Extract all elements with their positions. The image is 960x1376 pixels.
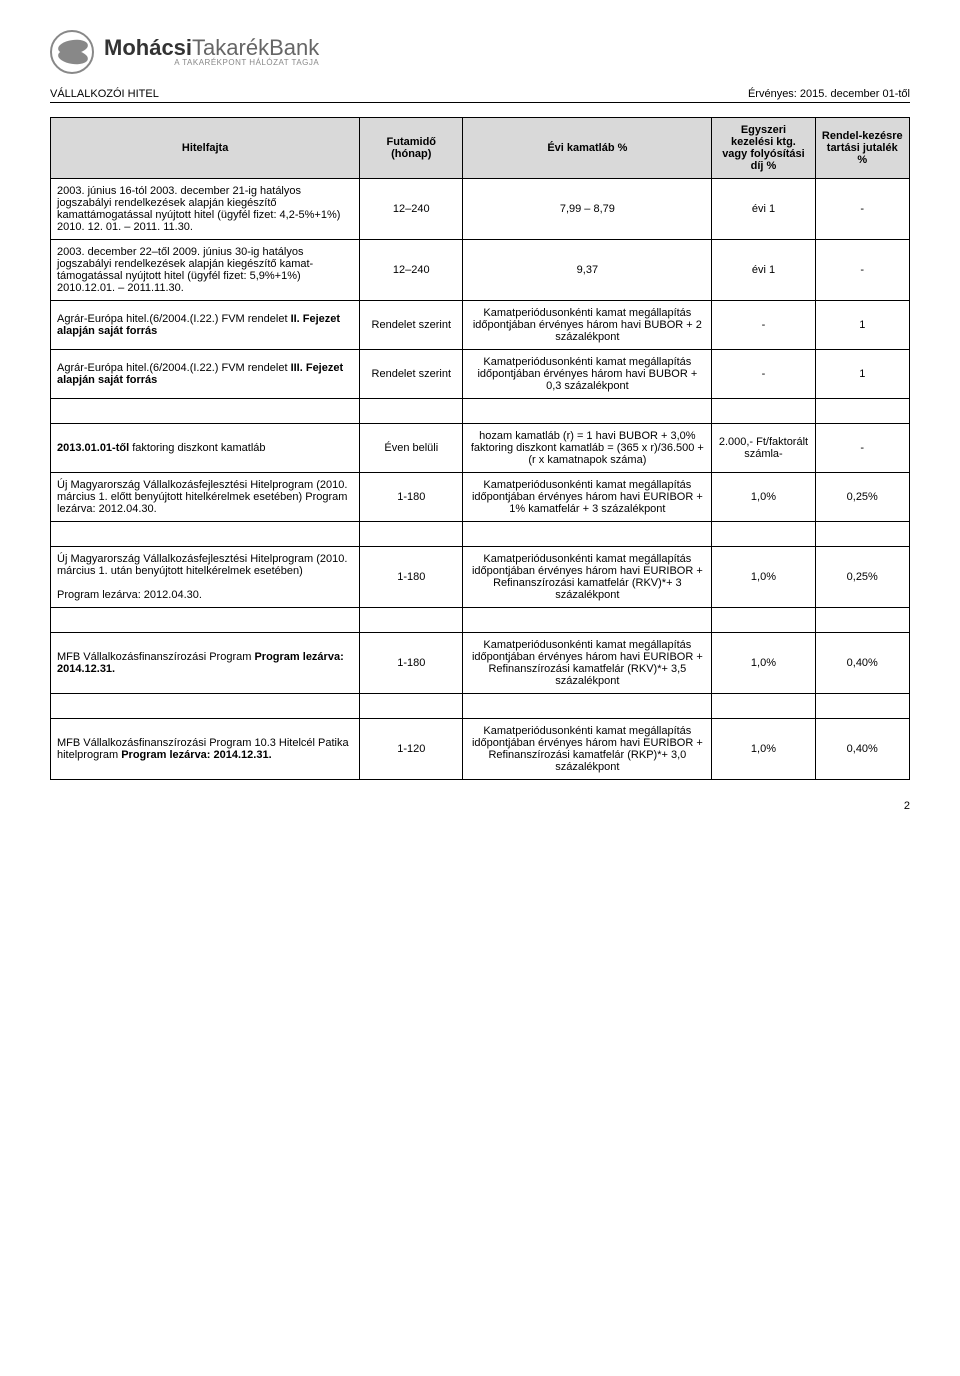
cell-c5: 1 <box>815 350 910 399</box>
cell-c5: 1 <box>815 301 910 350</box>
table-row: 2003. június 16-tól 2003. december 21-ig… <box>51 179 910 240</box>
logo-name-light2: Bank <box>269 35 319 60</box>
cell-c3: Kamatperiódusonkénti kamat megállapítás … <box>463 633 712 694</box>
table-row: Új Magyarország Vállalkozásfejlesztési H… <box>51 547 910 608</box>
spacer-row <box>51 522 910 547</box>
cell-hitelfajta: 2003. december 22–től 2009. június 30-ig… <box>51 240 360 301</box>
cell-c3: Kamatperiódusonkénti kamat megállapítás … <box>463 350 712 399</box>
spacer-row <box>51 694 910 719</box>
cell-c3: Kamatperiódusonkénti kamat megállapítás … <box>463 719 712 780</box>
table-row: 2013.01.01-től faktoring diszkont kamatl… <box>51 424 910 473</box>
cell-hitelfajta: Új Magyarország Vállalkozásfejlesztési H… <box>51 547 360 608</box>
cell-c3: Kamatperiódusonkénti kamat megállapítás … <box>463 547 712 608</box>
cell-c4: évi 1 <box>712 179 815 240</box>
rates-table: Hitelfajta Futamidő (hónap) Évi kamatláb… <box>50 117 910 780</box>
cell-hitelfajta: MFB Vállalkozásfinanszírozási Program Pr… <box>51 633 360 694</box>
cell-c4: 2.000,- Ft/faktorált számla- <box>712 424 815 473</box>
cell-c5: 0,40% <box>815 633 910 694</box>
cell-c5: 0,40% <box>815 719 910 780</box>
cell-c2: Éven belüli <box>360 424 463 473</box>
cell-c4: - <box>712 350 815 399</box>
cell-hitelfajta: Új Magyarország Vállalkozásfejlesztési H… <box>51 473 360 522</box>
cell-c4: 1,0% <box>712 633 815 694</box>
cell-c2: 1-180 <box>360 633 463 694</box>
logo: MohácsiTakarékBank A TAKARÉKPONT HÁLÓZAT… <box>50 30 910 74</box>
cell-c5: 0,25% <box>815 547 910 608</box>
cell-c4: 1,0% <box>712 719 815 780</box>
logo-name-bold: Mohácsi <box>104 35 192 60</box>
cell-c5: 0,25% <box>815 473 910 522</box>
page-number: 2 <box>50 800 910 812</box>
cell-c5: - <box>815 240 910 301</box>
cell-c3: 9,37 <box>463 240 712 301</box>
cell-hitelfajta: MFB Vállalkozásfinanszírozási Program 10… <box>51 719 360 780</box>
spacer-row <box>51 399 910 424</box>
table-row: MFB Vállalkozásfinanszírozási Program Pr… <box>51 633 910 694</box>
th-hitelfajta: Hitelfajta <box>51 118 360 179</box>
cell-c2: 12–240 <box>360 240 463 301</box>
table-row: MFB Vállalkozásfinanszírozási Program 10… <box>51 719 910 780</box>
table-row: 2003. december 22–től 2009. június 30-ig… <box>51 240 910 301</box>
cell-c3: Kamatperiódusonkénti kamat megállapítás … <box>463 301 712 350</box>
cell-hitelfajta: Agrár-Európa hitel.(6/2004.(I.22.) FVM r… <box>51 350 360 399</box>
th-kezelesi: Egyszeri kezelési ktg. vagy folyósítási … <box>712 118 815 179</box>
table-row: Agrár-Európa hitel.(6/2004.(I.22.) FVM r… <box>51 301 910 350</box>
table-row: Agrár-Európa hitel.(6/2004.(I.22.) FVM r… <box>51 350 910 399</box>
cell-c4: évi 1 <box>712 240 815 301</box>
cell-c3: hozam kamatláb (r) = 1 havi BUBOR + 3,0%… <box>463 424 712 473</box>
page-header-line: VÁLLALKOZÓI HITEL Érvényes: 2015. decemb… <box>50 88 910 103</box>
table-header-row: Hitelfajta Futamidő (hónap) Évi kamatláb… <box>51 118 910 179</box>
cell-c2: 12–240 <box>360 179 463 240</box>
cell-c3: Kamatperiódusonkénti kamat megállapítás … <box>463 473 712 522</box>
logo-icon <box>50 30 94 74</box>
spacer-row <box>51 608 910 633</box>
cell-c4: 1,0% <box>712 473 815 522</box>
cell-c2: 1-180 <box>360 473 463 522</box>
cell-c3: 7,99 – 8,79 <box>463 179 712 240</box>
cell-c4: 1,0% <box>712 547 815 608</box>
logo-text: MohácsiTakarékBank A TAKARÉKPONT HÁLÓZAT… <box>104 37 319 67</box>
logo-tagline: A TAKARÉKPONT HÁLÓZAT TAGJA <box>104 59 319 67</box>
cell-hitelfajta: Agrár-Európa hitel.(6/2004.(I.22.) FVM r… <box>51 301 360 350</box>
cell-c4: - <box>712 301 815 350</box>
cell-c2: 1-120 <box>360 719 463 780</box>
cell-c2: Rendelet szerint <box>360 301 463 350</box>
th-rendelkezesre: Rendel-kezésre tartási jutalék % <box>815 118 910 179</box>
header-left: VÁLLALKOZÓI HITEL <box>50 88 159 100</box>
cell-hitelfajta: 2013.01.01-től faktoring diszkont kamatl… <box>51 424 360 473</box>
th-futamido: Futamidő (hónap) <box>360 118 463 179</box>
cell-c2: 1-180 <box>360 547 463 608</box>
cell-c5: - <box>815 424 910 473</box>
th-kamatlab: Évi kamatláb % <box>463 118 712 179</box>
cell-hitelfajta: 2003. június 16-tól 2003. december 21-ig… <box>51 179 360 240</box>
header-right: Érvényes: 2015. december 01-től <box>748 88 910 100</box>
logo-name-light1: Takarék <box>192 35 269 60</box>
cell-c5: - <box>815 179 910 240</box>
table-row: Új Magyarország Vállalkozásfejlesztési H… <box>51 473 910 522</box>
cell-c2: Rendelet szerint <box>360 350 463 399</box>
